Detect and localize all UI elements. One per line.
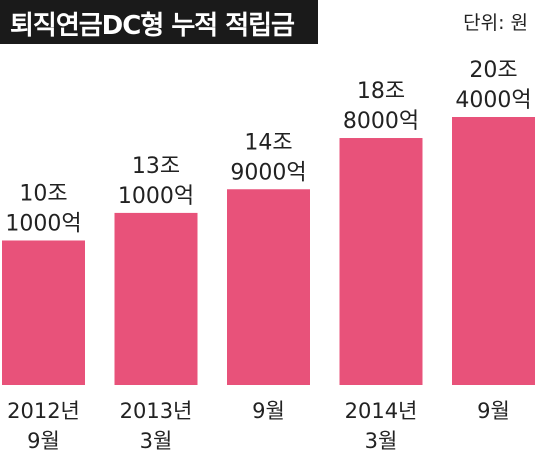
category-label-4-line-1: 2014년 [345,399,418,423]
bar-2 [114,212,198,385]
category-label-4-line-2: 3월 [365,429,398,453]
chart-title: 퇴직연금DC형 누적 적립금 [10,11,295,41]
value-label-5-line-2: 4000억 [455,88,531,113]
title-box: 퇴직연금DC형 누적 적립금 [0,0,318,44]
unit-label: 단위: 원 [463,12,528,34]
value-label-4-line-2: 8000억 [343,109,419,134]
bar-5 [452,117,535,385]
category-label-1-line-2: 9월 [27,429,60,453]
value-label-5-line-1: 20조 [469,58,517,83]
value-label-3-line-1: 14조 [244,130,292,155]
category-label-2-line-1: 2013년 [120,399,193,423]
value-label-4-line-1: 18조 [357,79,405,104]
bar-4 [339,138,423,385]
bar-1 [2,240,85,385]
value-label-1-line-1: 10조 [19,181,67,206]
value-label-1-line-2: 1000억 [5,211,81,236]
category-label-1-line-1: 2012년 [7,399,80,423]
value-label-2-line-1: 13조 [132,154,180,179]
value-label-3-line-2: 9000억 [230,160,306,185]
category-label-2-line-2: 3월 [140,429,173,453]
category-label-3-line-1: 9월 [252,399,285,423]
value-label-2-line-2: 1000억 [118,184,194,209]
chart-header: 퇴직연금DC형 누적 적립금 단위: 원 [0,0,536,44]
category-label-5-line-1: 9월 [477,399,510,423]
bar-3 [227,189,310,385]
